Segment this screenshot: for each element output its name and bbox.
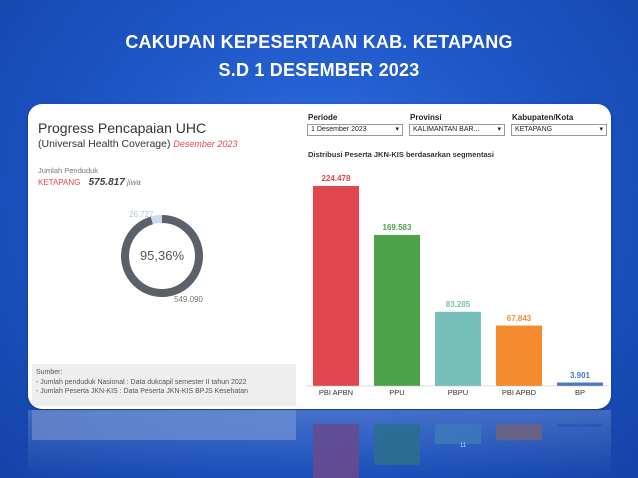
periode-select[interactable]: 1 Desember 2023 ▾: [307, 124, 403, 136]
source-line2: - Jumlah Peserta JKN-KIS : Data Peserta …: [36, 388, 249, 395]
population-label: Jumlah Penduduk: [38, 166, 99, 175]
reflection-bar: [435, 424, 481, 445]
page-number: 11: [460, 443, 467, 449]
periode-value: 1 Desember 2023: [311, 126, 367, 133]
provinsi-label: Provinsi: [410, 113, 442, 122]
population-value: 575.817: [88, 177, 125, 188]
bar-ppu: [374, 234, 420, 386]
slide-reflection: [28, 410, 611, 478]
donut-uncovered-label: 26.727: [129, 210, 154, 219]
uhc-date: Desember 2023: [173, 139, 238, 149]
bar-chart: [306, 186, 609, 387]
provinsi-select[interactable]: KALIMANTAN BAR... ▾: [409, 124, 505, 136]
dashboard-screenshot: Progress Pencapaian UHC (Universal Healt…: [28, 104, 611, 409]
reflection-source-box: [32, 410, 296, 440]
reflection-bar: [374, 424, 420, 465]
bar-value-label: 224.478: [321, 174, 351, 183]
category-tick-label: PBI APBN: [318, 388, 354, 397]
reflection-graphic: [32, 410, 603, 478]
kabupaten-value: KETAPANG: [515, 126, 553, 133]
population-row: KETAPANG 575.817 jiwa: [38, 177, 141, 188]
category-tick-label: BP: [574, 388, 585, 397]
region-name: KETAPANG: [38, 178, 81, 187]
uhc-panel: Progress Pencapaian UHC (Universal Healt…: [28, 104, 300, 409]
category-axis: PBI APBN PPU PBPU PBI APBD BP: [304, 388, 611, 402]
source-note: Sumber: - Jumlah penduduk Nasional : Dat…: [32, 364, 296, 406]
bar-pbpu: [435, 311, 481, 386]
population-unit: jiwa: [127, 178, 141, 187]
uhc-title: Progress Pencapaian UHC: [38, 120, 207, 136]
category-tick-label: PPU: [389, 388, 405, 397]
provinsi-value: KALIMANTAN BAR...: [413, 126, 480, 133]
donut-covered-arc: [121, 215, 203, 297]
donut-percentage: 95,36%: [139, 248, 185, 263]
bar-bp: [557, 382, 603, 386]
kabupaten-select[interactable]: KETAPANG ▾: [511, 124, 607, 136]
reflection-bar: [496, 424, 542, 441]
uhc-donut-chart: [121, 215, 203, 297]
reflection-bar: [313, 424, 359, 478]
chevron-down-icon: ▾: [395, 126, 399, 133]
slide-title-line1: CAKUPAN KEPESERTAAN KAB. KETAPANG: [125, 32, 513, 52]
category-tick-label: PBPU: [447, 388, 469, 397]
periode-label: Periode: [308, 113, 338, 122]
uhc-subtitle-text: (Universal Health Coverage): [38, 138, 171, 150]
reflection-bar: [557, 424, 603, 427]
source-heading: Sumber:: [36, 369, 63, 376]
category-tick-label: PBI APBD: [501, 388, 537, 397]
chart-title: Distribusi Peserta JKN-KIS berdasarkan s…: [308, 150, 494, 159]
bar-value-label: 83.285: [445, 299, 471, 309]
bar-value-label: 67.843: [506, 313, 532, 323]
kabupaten-label: Kabupaten/Kota: [512, 113, 574, 122]
chevron-down-icon: ▾: [497, 126, 501, 133]
donut-covered-label: 549.090: [174, 295, 203, 304]
bar-value-label: 3.901: [569, 370, 591, 380]
chevron-down-icon: ▾: [599, 126, 603, 133]
bar-pbi-apbn: [313, 186, 359, 386]
slide-title-line2: S.D 1 DESEMBER 2023: [218, 60, 420, 80]
source-line1: - Jumlah penduduk Nasional : Data dukcap…: [36, 378, 247, 386]
bar-pbi-apbd: [496, 325, 542, 386]
distribution-panel: Periode 1 Desember 2023 ▾ Provinsi KALIM…: [304, 104, 611, 409]
bar-value-label: 169.583: [382, 222, 412, 232]
uhc-subtitle: (Universal Health Coverage) Desember 202…: [38, 138, 237, 150]
